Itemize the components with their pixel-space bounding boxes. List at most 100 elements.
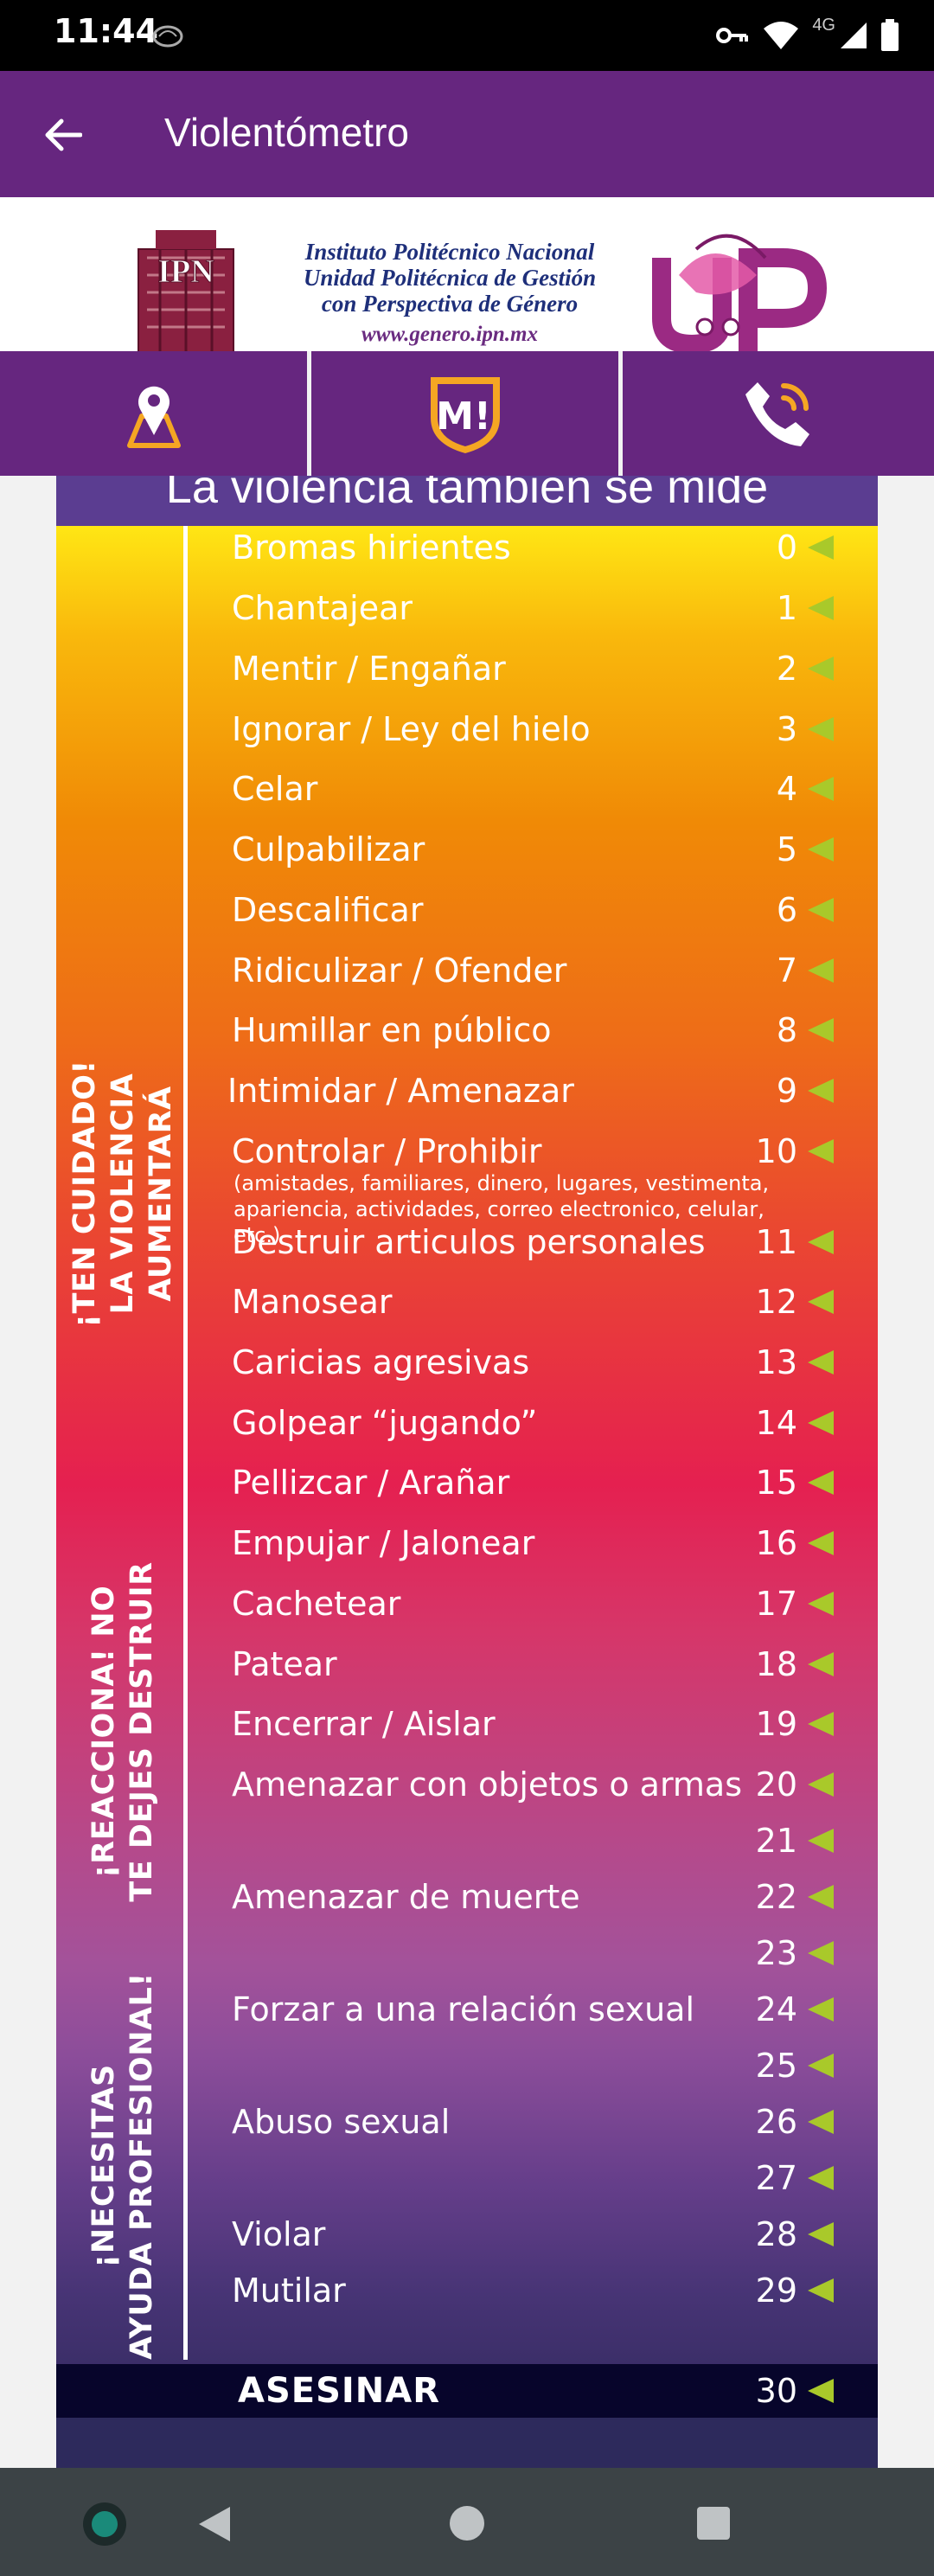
nav-back-button[interactable]: [197, 2505, 232, 2543]
triangle-left-icon: [808, 2166, 834, 2190]
scale-item-number: 5: [776, 830, 797, 868]
scale-item-number: 4: [776, 770, 797, 808]
scale-item-label: Manosear: [232, 1283, 393, 1321]
scale-item-label: Encerrar / Aislar: [232, 1705, 496, 1743]
triangle-left-icon: [808, 1139, 834, 1163]
scale-item-number: 10: [755, 1132, 797, 1170]
scale-item-number: 2: [776, 650, 797, 688]
triangle-left-icon: [808, 1885, 834, 1909]
scale-item-number: 7: [776, 952, 797, 990]
scale-item-label: Ridiculizar / Ofender: [232, 952, 567, 990]
triangle-left-icon: [808, 2222, 834, 2246]
scale-item-label: Abuso sexual: [232, 2103, 451, 2141]
ipn-logo-text: IPN: [157, 253, 214, 290]
triangle-left-icon: [808, 2379, 834, 2403]
nav-home-button[interactable]: [450, 2506, 484, 2541]
triangle-left-icon: [808, 717, 834, 741]
scale-item-number: 11: [755, 1223, 797, 1261]
scale-item-label: Caricias agresivas: [232, 1343, 530, 1381]
scale-item-number: 28: [755, 2215, 797, 2253]
app-bar: Violentómetro: [0, 71, 934, 197]
upn-logo-text: UPN: [737, 349, 739, 350]
scale-item-number: 13: [755, 1343, 797, 1381]
triangle-left-icon: [808, 1411, 834, 1435]
assistant-icon: [92, 2511, 118, 2537]
status-bar: 11:44 4G: [0, 0, 934, 71]
tab-location[interactable]: [0, 351, 307, 476]
triangle-left-icon: [808, 837, 834, 862]
scale-item-number: 27: [755, 2159, 797, 2197]
scale-item-number: 26: [755, 2103, 797, 2141]
triangle-left-icon: [808, 1592, 834, 1616]
triangle-left-icon: [808, 777, 834, 801]
scale-item-label: Intimidar / Amenazar: [227, 1072, 574, 1110]
scale-item-label: Amenazar de muerte: [232, 1878, 580, 1916]
side-label-caution: ¡TEN CUIDADO! LA VIOLENCIA AUMENTARÁ: [66, 977, 180, 1410]
side-label-react-line-1: ¡REACCIONA! NO: [86, 1585, 121, 1879]
institution-line-3: con Perspectiva de Género: [321, 291, 579, 317]
mujeres-logo-text: M!: [436, 394, 491, 439]
triangle-left-icon: [808, 1230, 834, 1254]
scale-item-label: Violar: [232, 2215, 326, 2253]
scale-item-number: 14: [755, 1404, 797, 1442]
side-label-help-line-2: AYUDA PROFESIONAL!: [125, 1972, 159, 2360]
scale-item-number: 29: [755, 2272, 797, 2310]
scale-item-number: 18: [755, 1645, 797, 1683]
scale-item-label: Amenazar con objetos o armas: [232, 1765, 743, 1804]
final-item-band: [56, 2364, 878, 2418]
scale-gradient: [56, 526, 878, 2368]
arrow-back-icon: [45, 119, 82, 151]
triangle-left-icon: [808, 1350, 834, 1375]
system-nav-bar: [0, 2468, 934, 2576]
triangle-left-icon: [808, 1290, 834, 1314]
tab-mujeres[interactable]: M!: [311, 351, 618, 476]
scale-item-number: 20: [755, 1765, 797, 1804]
side-label-caution-line-2: LA VIOLENCIA AUMENTARÁ: [106, 1073, 178, 1315]
triangle-left-icon: [808, 657, 834, 681]
scale-item-label: Mentir / Engañar: [232, 650, 506, 688]
scale-item-label: Chantajear: [232, 589, 413, 627]
side-label-react: ¡REACCIONA! NO TE DEJES DESTRUIR: [85, 1515, 161, 1948]
page-title: Violentómetro: [164, 110, 409, 155]
triangle-left-icon: [808, 1531, 834, 1555]
scale-divider: [183, 526, 188, 2360]
cell-signal-icon: [841, 22, 867, 48]
triangle-left-icon: [808, 1997, 834, 2022]
website-link[interactable]: www.genero.ipn.mx: [361, 323, 538, 346]
scale-item-number: 22: [755, 1878, 797, 1916]
scale-item-number: 25: [755, 2047, 797, 2085]
scale-item-number: 1: [776, 589, 797, 627]
back-button[interactable]: [35, 107, 90, 163]
scale-item-number: 3: [776, 710, 797, 748]
network-type-label: 4G: [812, 16, 835, 35]
triangle-left-icon: [808, 1712, 834, 1736]
triangle-left-icon: [808, 1829, 834, 1853]
side-label-react-line-2: TE DEJES DESTRUIR: [125, 1561, 159, 1902]
nav-recents-button[interactable]: [697, 2507, 730, 2540]
scale-item-label: Empujar / Jalonear: [232, 1524, 535, 1562]
scale-item-label: Mutilar: [232, 2272, 346, 2310]
scale-item-label: Ignorar / Ley del hielo: [232, 710, 591, 748]
scale-item-label: Cachetear: [232, 1585, 401, 1623]
triangle-left-icon: [808, 1772, 834, 1797]
status-icons: 4G: [715, 14, 899, 57]
institution-text: Instituto Politécnico Nacional Unidad Po…: [277, 239, 623, 348]
tab-phone[interactable]: [623, 351, 934, 476]
ipn-logo: IPN: [138, 230, 234, 353]
assistant-button[interactable]: [83, 2502, 126, 2546]
scale-item-number: 0: [776, 529, 797, 567]
wifi-icon: [764, 22, 799, 49]
phone-icon: [745, 382, 809, 446]
map-pin-icon: [126, 386, 181, 448]
status-time: 11:44: [54, 12, 158, 50]
triangle-left-icon: [808, 1941, 834, 1965]
vpn-key-icon: [716, 28, 749, 43]
side-label-help: ¡NECESITAS AYUDA PROFESIONAL!: [85, 1950, 161, 2382]
institution-line-1: Instituto Politécnico Nacional: [304, 239, 595, 265]
scale-item-number: 23: [755, 1934, 797, 1972]
triangle-left-icon: [808, 898, 834, 922]
battery-icon: [881, 19, 899, 51]
scale-item-label: Golpear “jugando”: [232, 1404, 538, 1442]
scale-item-number: 24: [755, 1990, 797, 2028]
scale-item-number: 6: [776, 891, 797, 929]
